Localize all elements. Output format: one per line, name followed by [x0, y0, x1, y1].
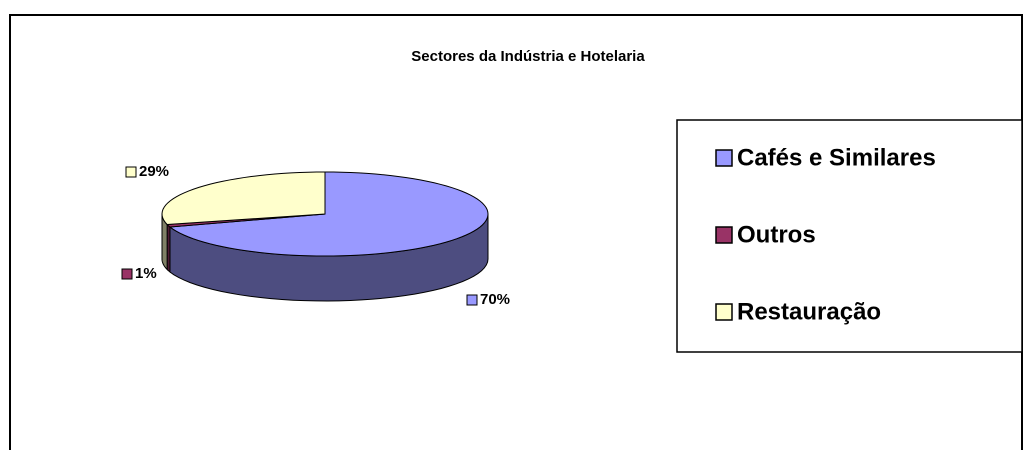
pie-slice [168, 171, 489, 257]
legend-label: Cafés e Similares [737, 144, 936, 171]
data-label: 29% [139, 163, 169, 180]
data-label: 1% [135, 265, 157, 282]
pie-slice [161, 171, 326, 225]
label-swatch [125, 166, 137, 178]
chart-title: Sectores da Indústria e Hotelaria [411, 48, 645, 65]
legend-label: Outros [737, 221, 816, 248]
legend-swatch [715, 149, 733, 167]
legend-swatch [715, 226, 733, 244]
legend-box [676, 119, 1023, 353]
data-label: 70% [480, 291, 510, 308]
label-swatch [121, 268, 133, 280]
legend-swatch [715, 303, 733, 321]
legend-label: Restauração [737, 298, 881, 325]
label-swatch [466, 294, 478, 306]
